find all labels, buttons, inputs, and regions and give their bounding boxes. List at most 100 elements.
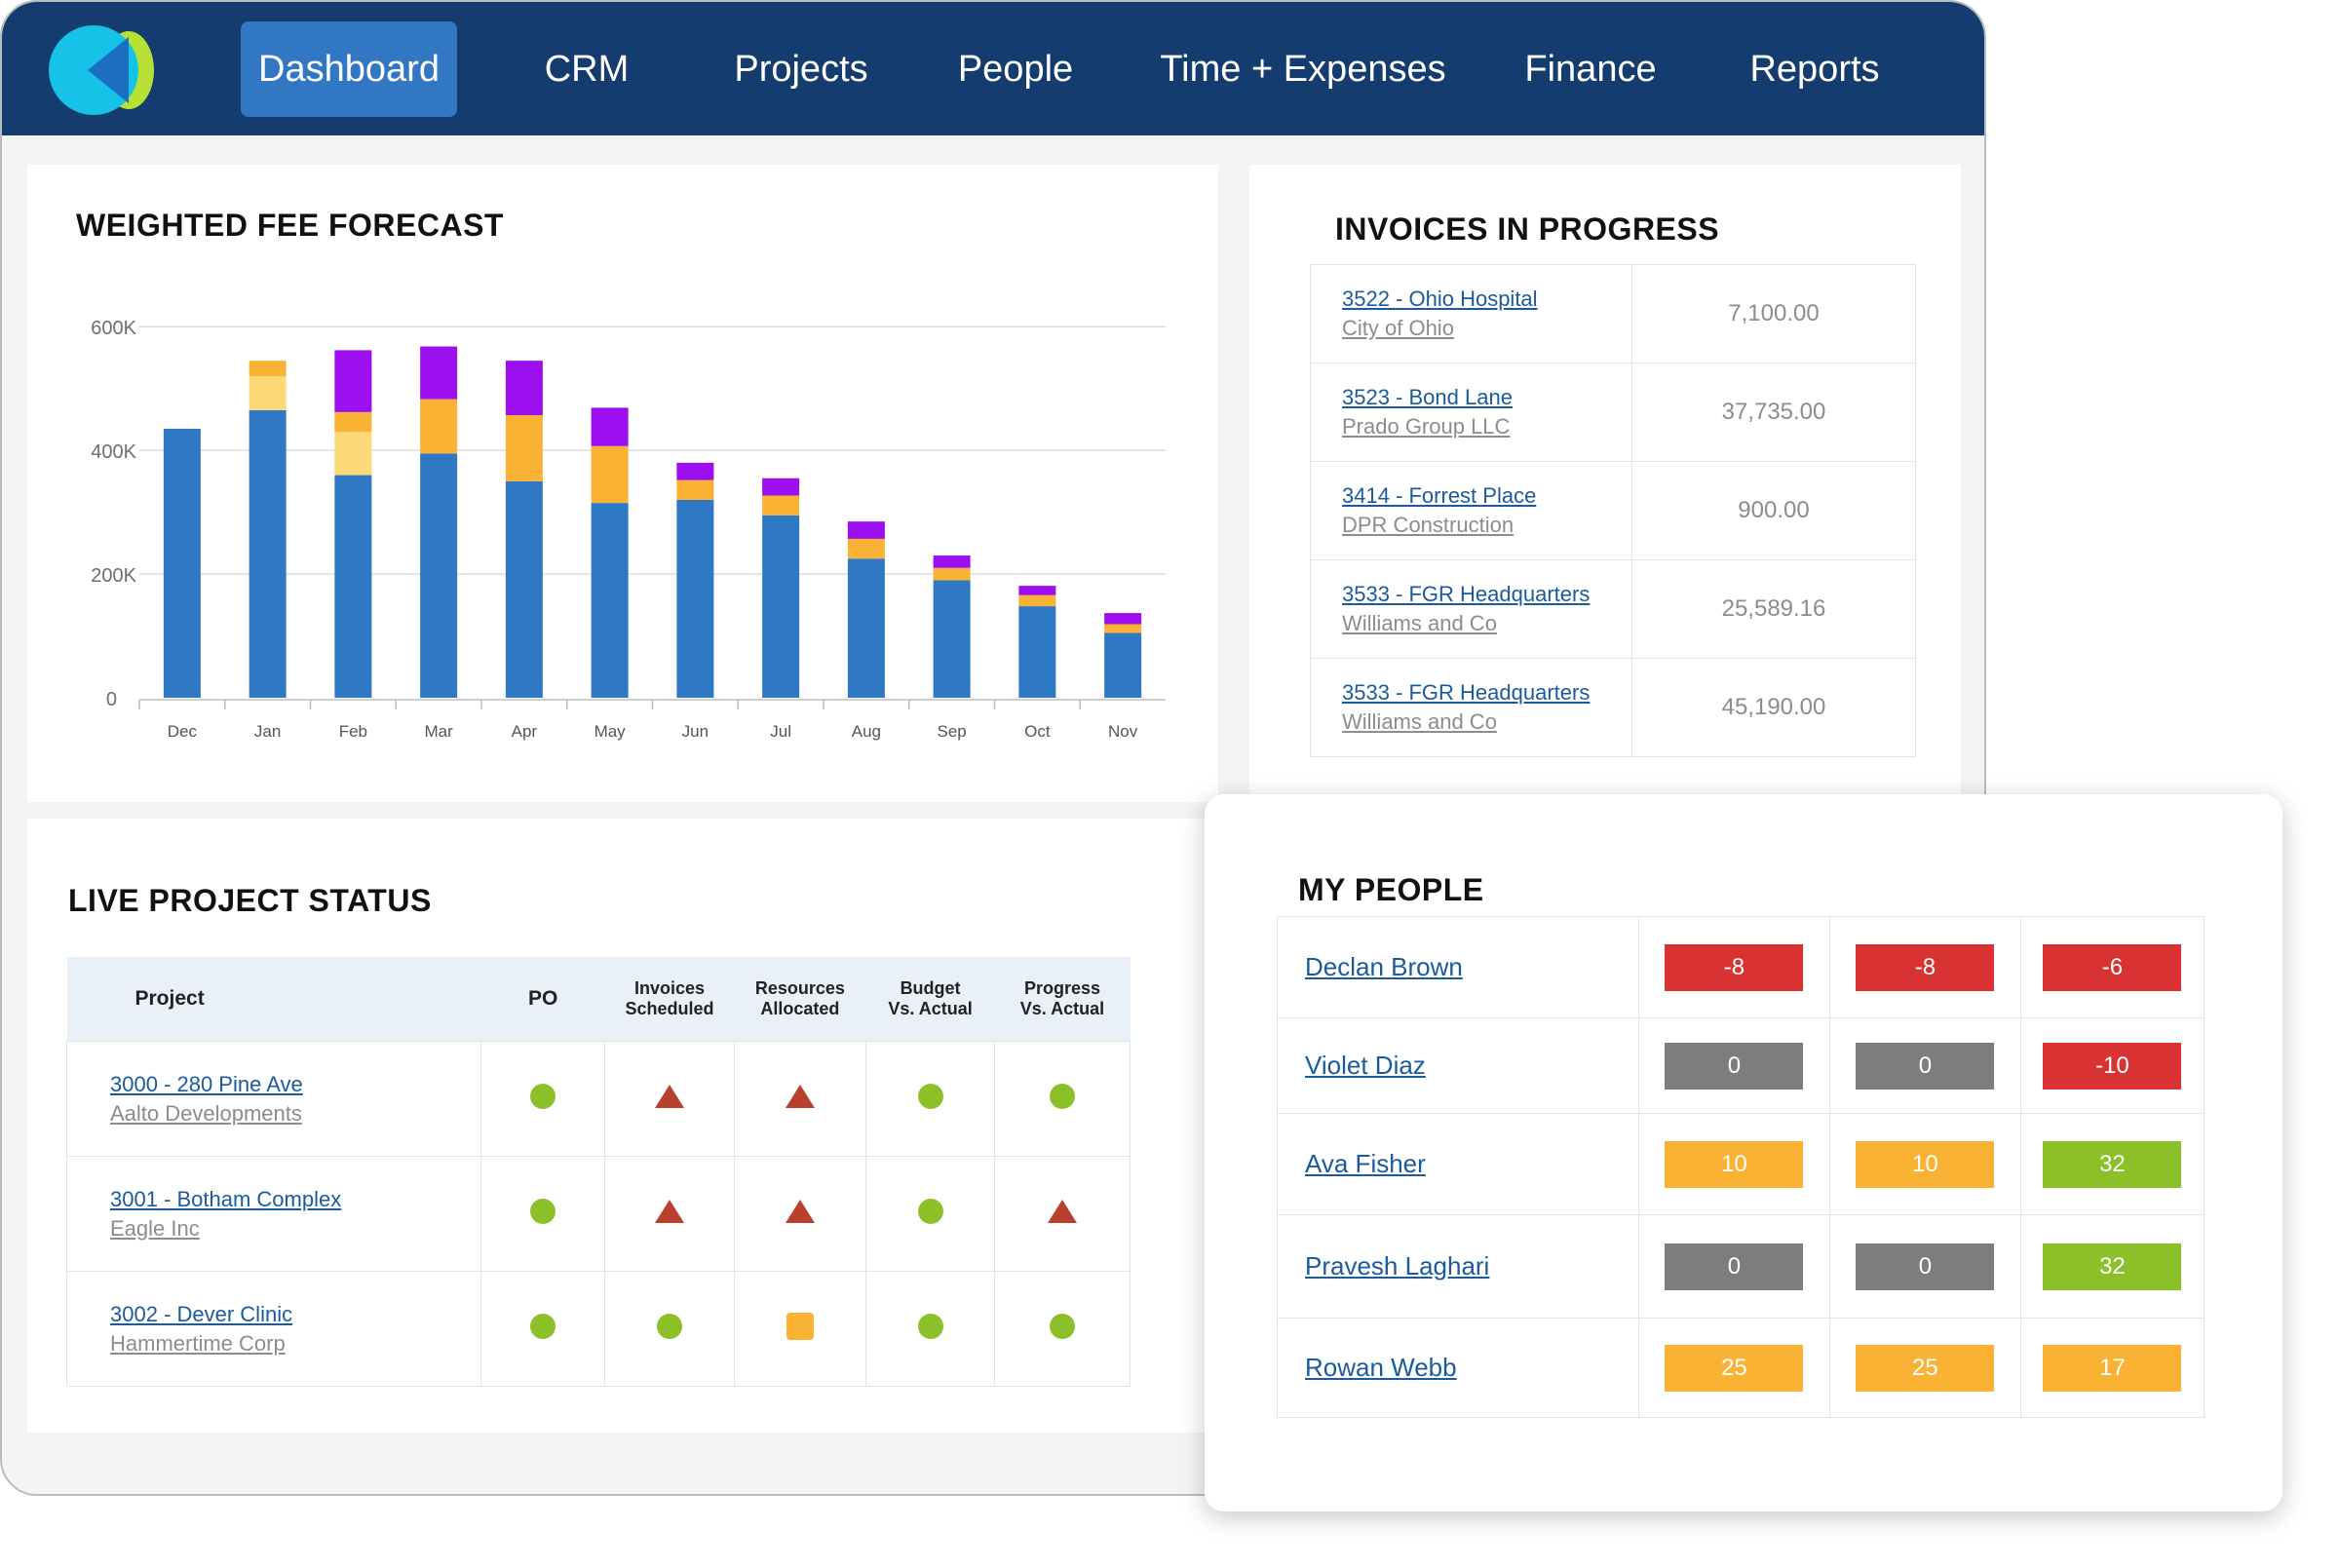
status-cell	[604, 1041, 735, 1157]
value-badge: 25	[1856, 1344, 1995, 1392]
bar-segment-blue	[676, 499, 714, 698]
bar-segment-blue	[1018, 606, 1056, 698]
green-dot-icon	[530, 1314, 556, 1339]
person-value-cell: 0	[1828, 1017, 2021, 1114]
table-header-row: Project PO Invoices Scheduled Resources …	[66, 957, 1131, 1042]
invoice-name-cell: 3523 - Bond Lane Prado Group LLC	[1310, 363, 1632, 462]
invoice-row[interactable]: 3522 - Ohio Hospital City of Ohio 7,100.00	[1310, 264, 1916, 363]
bar-segment-orange	[762, 495, 800, 516]
orange-square-icon	[786, 1313, 814, 1340]
person-row: Violet Diaz 0 0 -10	[1277, 1017, 2205, 1114]
col-po-header: PO	[480, 957, 605, 1042]
value-badge: 0	[1856, 1042, 1995, 1090]
bar-segment-light-orange	[334, 432, 372, 476]
invoice-row[interactable]: 3533 - FGR Headquarters Williams and Co 45…	[1310, 658, 1916, 757]
bar-segment-blue	[505, 480, 543, 698]
red-triangle-icon	[785, 1085, 815, 1108]
project-link[interactable]: 3001 - Botham Complex	[110, 1186, 342, 1211]
person-value-cell: 32	[2019, 1113, 2205, 1215]
person-link[interactable]: Rowan Webb	[1305, 1353, 1457, 1382]
person-link[interactable]: Violet Diaz	[1305, 1051, 1426, 1080]
col-project-label: Project	[134, 987, 205, 1010]
y-tick-label: 400K	[91, 441, 136, 463]
person-value-cell: 10	[1828, 1113, 2021, 1215]
person-value-cell: 10	[1637, 1113, 1830, 1215]
green-dot-icon	[917, 1199, 943, 1224]
person-name-cell: Pravesh Laghari	[1277, 1214, 1639, 1319]
col-progress-label-2: Vs. Actual	[1019, 999, 1105, 1018]
value-badge: 17	[2043, 1344, 2182, 1392]
person-name-cell: Rowan Webb	[1277, 1318, 1639, 1418]
value-badge: -6	[2043, 943, 2182, 991]
invoice-link[interactable]: 3522 - Ohio Hospital	[1342, 287, 1538, 311]
nav-reports[interactable]: Reports	[1749, 49, 1880, 90]
nav-crm[interactable]: CRM	[544, 49, 630, 90]
nav-finance[interactable]: Finance	[1524, 49, 1657, 90]
person-name-cell: Ava Fisher	[1277, 1113, 1639, 1215]
project-link[interactable]: 3000 - 280 Pine Ave	[110, 1071, 303, 1096]
bar-segment-blue	[334, 475, 372, 698]
col-budget-label-1: Budget	[900, 978, 961, 998]
bar-segment-orange	[591, 445, 629, 504]
invoice-client: Williams and Co	[1342, 709, 1497, 734]
person-row: Declan Brown -8 -8 -6	[1277, 916, 2205, 1018]
red-triangle-icon	[1047, 1200, 1077, 1223]
red-triangle-icon	[654, 1085, 684, 1108]
invoice-link[interactable]: 3523 - Bond Lane	[1342, 385, 1513, 409]
col-budget-label-2: Vs. Actual	[888, 999, 973, 1018]
person-link[interactable]: Ava Fisher	[1305, 1149, 1426, 1178]
nav-people[interactable]: People	[957, 49, 1074, 90]
person-value-cell: 0	[1637, 1214, 1830, 1319]
invoice-amount: 7,100.00	[1631, 264, 1916, 363]
y-tick-label: 0	[106, 689, 117, 710]
project-name-cell: 3000 - 280 Pine Ave Aalto Developments	[66, 1041, 481, 1157]
project-client: Hammertime Corp	[110, 1330, 286, 1356]
invoice-row[interactable]: 3414 - Forrest Place DPR Construction 900.…	[1310, 461, 1916, 560]
table-row: 3001 - Botham Complex Eagle Inc	[66, 1156, 1131, 1272]
invoice-amount: 900.00	[1631, 461, 1916, 560]
person-link[interactable]: Pravesh Laghari	[1305, 1251, 1490, 1281]
status-cell	[733, 1271, 867, 1387]
green-dot-icon	[1049, 1084, 1075, 1109]
nav-projects[interactable]: Projects	[734, 49, 868, 90]
nav-time-expenses[interactable]: Time + Expenses	[1160, 49, 1446, 90]
invoice-link[interactable]: 3533 - FGR Headquarters	[1342, 582, 1591, 606]
invoice-link[interactable]: 3533 - FGR Headquarters	[1342, 680, 1591, 705]
value-badge: 25	[1665, 1344, 1804, 1392]
col-po-label: PO	[527, 987, 558, 1010]
project-link[interactable]: 3002 - Dever Clinic	[110, 1301, 293, 1326]
value-badge: -8	[1856, 943, 1995, 991]
invoice-amount: 45,190.00	[1631, 658, 1916, 757]
app-logo-icon[interactable]	[49, 23, 154, 117]
status-cell	[733, 1156, 867, 1272]
status-cell	[733, 1041, 867, 1157]
invoice-row[interactable]: 3533 - FGR Headquarters Williams and Co 25…	[1310, 559, 1916, 659]
status-cell	[993, 1041, 1131, 1157]
nav-dashboard[interactable]: Dashboard	[241, 21, 457, 117]
table-row: 3002 - Dever Clinic Hammertime Corp	[66, 1271, 1131, 1387]
person-value-cell: -8	[1637, 916, 1830, 1018]
bar-segment-blue	[847, 558, 885, 698]
person-row: Ava Fisher 10 10 32	[1277, 1113, 2205, 1215]
status-cell	[865, 1271, 995, 1387]
bar-segment-purple	[505, 361, 543, 415]
x-tick-label: Mar	[424, 722, 453, 741]
my-people-title: MY PEOPLE	[1298, 872, 1484, 907]
col-resources-label-2: Allocated	[760, 999, 840, 1018]
invoice-amount: 37,735.00	[1631, 363, 1916, 462]
x-tick-label: Oct	[1024, 722, 1051, 741]
bar-segment-orange	[1104, 624, 1142, 633]
x-tick-label: Feb	[339, 722, 367, 741]
person-link[interactable]: Declan Brown	[1305, 952, 1463, 981]
invoice-row[interactable]: 3523 - Bond Lane Prado Group LLC 37,735.00	[1310, 363, 1916, 462]
bar-segment-purple	[420, 346, 458, 400]
person-value-cell: 25	[1637, 1318, 1830, 1418]
person-value-cell: 25	[1828, 1318, 2021, 1418]
project-status-table: Project PO Invoices Scheduled Resources …	[66, 957, 1131, 1387]
status-cell	[865, 1041, 995, 1157]
bar-segment-purple	[334, 350, 372, 412]
x-tick-label: Apr	[512, 722, 538, 741]
green-dot-icon	[530, 1199, 556, 1224]
value-badge: 0	[1665, 1042, 1804, 1090]
invoice-link[interactable]: 3414 - Forrest Place	[1342, 483, 1537, 508]
